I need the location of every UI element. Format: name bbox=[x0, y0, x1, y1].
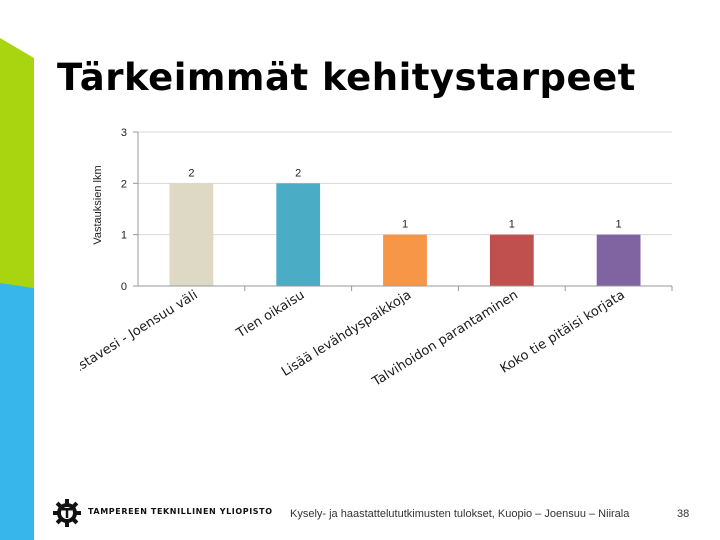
y-tick-label: 0 bbox=[121, 281, 127, 293]
footer-text: Kysely- ja haastattelututkimusten tuloks… bbox=[290, 508, 630, 520]
bar-data-label: 1 bbox=[509, 219, 515, 231]
bar-data-label: 2 bbox=[295, 167, 301, 179]
y-tick-label: 3 bbox=[121, 127, 127, 139]
page-number: 38 bbox=[677, 508, 690, 520]
bar-data-label: 1 bbox=[402, 219, 408, 231]
slide-title: Tärkeimmät kehitystarpeet bbox=[57, 56, 636, 99]
bar-data-label: 2 bbox=[188, 167, 194, 179]
bar-data-label: 1 bbox=[616, 219, 622, 231]
gear-logo-icon bbox=[53, 499, 81, 527]
bar bbox=[276, 183, 321, 286]
y-axis-label: Vastauksien lkm bbox=[92, 165, 104, 244]
chart-bars: 2 2 1 1 1 bbox=[169, 167, 641, 286]
university-name: TAMPEREEN TEKNILLINEN YLIOPISTO bbox=[88, 507, 273, 516]
y-tick-label: 1 bbox=[121, 230, 127, 242]
bar bbox=[596, 234, 641, 286]
x-category-label: Tien oikaisu bbox=[233, 288, 307, 342]
chart-axes: 0 1 2 3 Riistavesi - Joensuu väli Tien oikais… bbox=[80, 127, 673, 390]
accent-stripe-green bbox=[0, 38, 34, 288]
y-tick-label: 2 bbox=[121, 178, 127, 190]
bar bbox=[489, 234, 534, 286]
bar bbox=[383, 234, 427, 286]
bar-chart: 2 2 1 1 1 0 1 2 3 Riistavesi - Joensuu väli Tien … bbox=[80, 127, 673, 390]
x-category-label: Riistavesi - Joensuu väli bbox=[80, 288, 201, 382]
bar bbox=[169, 183, 214, 286]
accent-stripe-blue bbox=[0, 283, 34, 540]
